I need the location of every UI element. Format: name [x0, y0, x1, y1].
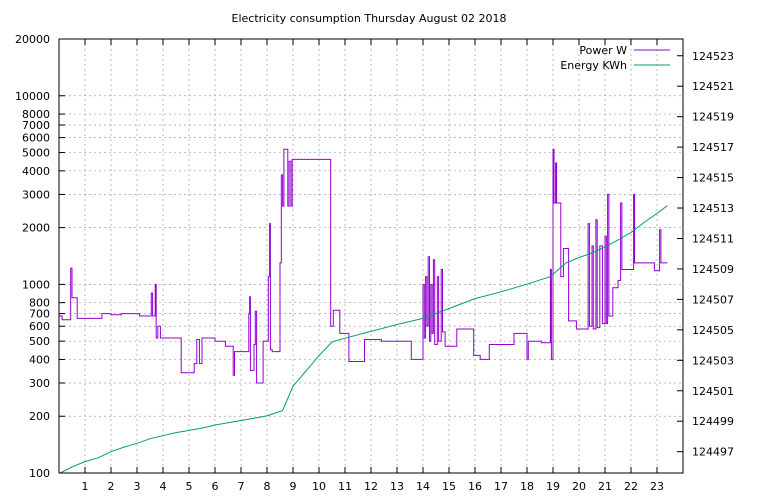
x-tick-label: 4 — [160, 480, 167, 493]
x-tick-label: 3 — [134, 480, 141, 493]
y-tick-label: 3000 — [22, 188, 50, 201]
x-tick-label: 19 — [546, 480, 560, 493]
series-layer — [59, 148, 668, 474]
x-tick-label: 10 — [312, 480, 326, 493]
y-tick-label: 600 — [29, 320, 50, 333]
x-tick-label: 11 — [338, 480, 352, 493]
x-tick-label: 21 — [598, 480, 612, 493]
y-tick-label: 300 — [29, 377, 50, 390]
x-tick-label: 17 — [494, 480, 508, 493]
x-tick-label: 18 — [520, 480, 534, 493]
y-tick-label: 20000 — [15, 33, 50, 46]
x-tick-label: 20 — [572, 480, 586, 493]
series-line-power — [59, 148, 668, 384]
y2-tick-label: 124507 — [692, 293, 734, 306]
x-tick-label: 15 — [442, 480, 456, 493]
x-tick-label: 8 — [264, 480, 271, 493]
x-tick-label: 13 — [390, 480, 404, 493]
y2-tick-label: 124505 — [692, 324, 734, 337]
x-tick-label: 16 — [468, 480, 482, 493]
x-tick-label: 9 — [290, 480, 297, 493]
y-tick-label: 2000 — [22, 222, 50, 235]
x-tick-label: 12 — [364, 480, 378, 493]
y-tick-label: 6000 — [22, 132, 50, 145]
axis-ticks: 1 2 3 4 5 6 7 8 9 10 11 12 13 14 15 16 17 18 19 20 21 22 23100… — [15, 33, 734, 493]
y-tick-label: 400 — [29, 353, 50, 366]
chart-title: Electricity consumption Thursday August … — [232, 12, 507, 25]
x-tick-label: 7 — [238, 480, 245, 493]
y2-tick-label: 124511 — [692, 232, 734, 245]
y2-tick-label: 124521 — [692, 80, 734, 93]
legend-label-power: Power W — [579, 44, 627, 57]
y-tick-label: 8000 — [22, 108, 50, 121]
y2-tick-label: 124497 — [692, 446, 734, 459]
y-tick-label: 500 — [29, 335, 50, 348]
y-tick-label: 200 — [29, 410, 50, 423]
x-tick-label: 14 — [416, 480, 430, 493]
y2-tick-label: 124499 — [692, 415, 734, 428]
y2-tick-label: 124501 — [692, 385, 734, 398]
y-tick-label: 4000 — [22, 165, 50, 178]
x-tick-label: 5 — [186, 480, 193, 493]
y-tick-label: 10000 — [15, 90, 50, 103]
y2-tick-label: 124515 — [692, 172, 734, 185]
y2-tick-label: 124519 — [692, 111, 734, 124]
y-tick-label: 5000 — [22, 147, 50, 160]
y2-tick-label: 124513 — [692, 202, 734, 215]
y2-tick-label: 124517 — [692, 141, 734, 154]
y-tick-label: 1000 — [22, 278, 50, 291]
x-tick-label: 2 — [108, 480, 115, 493]
y2-tick-label: 124523 — [692, 50, 734, 63]
x-tick-label: 1 — [82, 480, 89, 493]
y-tick-label: 7000 — [22, 119, 50, 132]
y-tick-label: 800 — [29, 297, 50, 310]
legend-label-energy: Energy KWh — [560, 59, 627, 72]
x-tick-label: 22 — [624, 480, 638, 493]
series-line-energy — [60, 205, 668, 474]
x-tick-label: 23 — [650, 480, 664, 493]
y2-tick-label: 124509 — [692, 263, 734, 276]
y-tick-label: 700 — [29, 308, 50, 321]
y2-tick-label: 124503 — [692, 354, 734, 367]
y-tick-label: 100 — [29, 467, 50, 480]
legend: Power W Energy KWh — [560, 44, 670, 72]
x-tick-label: 6 — [212, 480, 219, 493]
